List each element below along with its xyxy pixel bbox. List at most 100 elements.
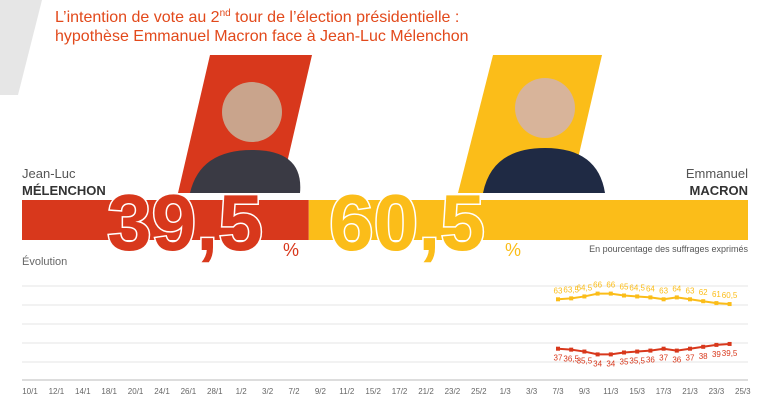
big-value: 60,5 (329, 178, 485, 267)
x-tick-label: 15/3 (629, 387, 645, 396)
point (582, 294, 587, 299)
x-tick-label: 28/1 (207, 387, 223, 396)
data-label: 36,5 (563, 355, 579, 364)
data-label: 63 (686, 286, 695, 295)
point (661, 297, 666, 302)
data-label: 64 (672, 284, 681, 293)
data-label: 63,5 (563, 285, 579, 294)
share-bar (22, 200, 309, 240)
x-tick-label: 24/1 (154, 387, 170, 396)
big-value: 39,5 (107, 178, 263, 267)
data-label: 63 (554, 286, 563, 295)
point (648, 295, 653, 300)
candidate-last-name: MACRON (690, 183, 749, 198)
point (701, 299, 706, 304)
data-label: 64,5 (629, 283, 645, 292)
portrait (515, 78, 575, 138)
point (714, 301, 719, 306)
candidate-first-name: Jean-Luc (22, 166, 76, 181)
point (608, 352, 613, 357)
section-label: Évolution (22, 255, 67, 268)
x-tick-label: 11/3 (603, 387, 619, 396)
x-tick-label: 9/3 (579, 387, 591, 396)
point (582, 349, 587, 354)
point (569, 347, 574, 352)
x-tick-label: 25/2 (471, 387, 487, 396)
corner-decoration (0, 0, 42, 95)
portrait (483, 148, 605, 193)
x-tick-label: 9/2 (315, 387, 327, 396)
data-label: 34 (593, 359, 602, 368)
data-label: 35,5 (629, 357, 645, 366)
data-label: 65 (620, 283, 629, 292)
point (556, 297, 560, 302)
point (701, 344, 706, 349)
x-tick-label: 21/3 (682, 387, 698, 396)
data-label: 64 (646, 284, 655, 293)
x-tick-label: 25/3 (735, 387, 751, 396)
data-label: 34 (606, 359, 615, 368)
point (595, 291, 600, 296)
data-label: 36 (646, 356, 655, 365)
x-tick-label: 21/2 (418, 387, 434, 396)
x-tick-label: 10/1 (22, 387, 38, 396)
x-tick-label: 26/1 (181, 387, 197, 396)
data-label: 39,5 (722, 349, 738, 358)
x-tick-label: 23/2 (445, 387, 461, 396)
data-label: 64,5 (577, 283, 593, 292)
share-bar (308, 200, 748, 240)
x-tick-label: 1/3 (500, 387, 512, 396)
chart-title: L’intention de vote au 2nd tour de l’éle… (55, 8, 459, 26)
point (674, 295, 679, 300)
candidate-first-name: Emmanuel (686, 166, 748, 181)
unit: % (505, 240, 521, 260)
x-tick-label: 17/2 (392, 387, 408, 396)
point (622, 293, 626, 298)
data-label: 66 (593, 281, 602, 290)
x-tick-label: 7/3 (552, 387, 564, 396)
chart-subtitle: hypothèse Emmanuel Macron face à Jean-Lu… (55, 28, 469, 45)
data-label: 37 (659, 354, 668, 363)
data-label: 37 (686, 354, 695, 363)
point (595, 352, 600, 357)
portrait (190, 150, 301, 193)
data-label: 66 (606, 281, 615, 290)
x-tick-label: 11/2 (339, 387, 355, 396)
series-line (557, 292, 730, 306)
data-label: 36 (672, 356, 681, 365)
data-label: 38 (699, 352, 708, 361)
data-label: 37 (554, 354, 563, 363)
data-label: 35 (620, 358, 629, 367)
x-tick-label: 23/3 (709, 387, 725, 396)
x-tick-label: 20/1 (128, 387, 144, 396)
x-tick-label: 12/1 (49, 387, 65, 396)
point (688, 297, 692, 302)
point (635, 294, 640, 299)
point (661, 346, 666, 351)
data-label: 39 (712, 350, 721, 359)
note: En pourcentage des suffrages exprimés (589, 244, 748, 254)
unit: % (283, 240, 299, 260)
x-tick-label: 17/3 (656, 387, 672, 396)
point (648, 348, 653, 353)
point (714, 342, 719, 347)
point (635, 349, 640, 354)
point (727, 341, 732, 346)
x-tick-label: 3/3 (526, 387, 538, 396)
x-tick-label: 3/2 (262, 387, 274, 396)
data-label: 63 (659, 286, 668, 295)
point (674, 348, 679, 353)
x-tick-label: 7/2 (288, 387, 300, 396)
point (569, 296, 574, 301)
point (688, 346, 692, 351)
x-tick-label: 15/2 (365, 387, 381, 396)
x-tick-label: 14/1 (75, 387, 91, 396)
candidate-last-name: MÉLENCHON (22, 183, 106, 198)
data-label: 62 (699, 288, 708, 297)
point (727, 302, 732, 307)
data-label: 61 (712, 290, 721, 299)
x-tick-label: 1/2 (236, 387, 248, 396)
series-line (557, 342, 730, 356)
point (608, 291, 613, 296)
